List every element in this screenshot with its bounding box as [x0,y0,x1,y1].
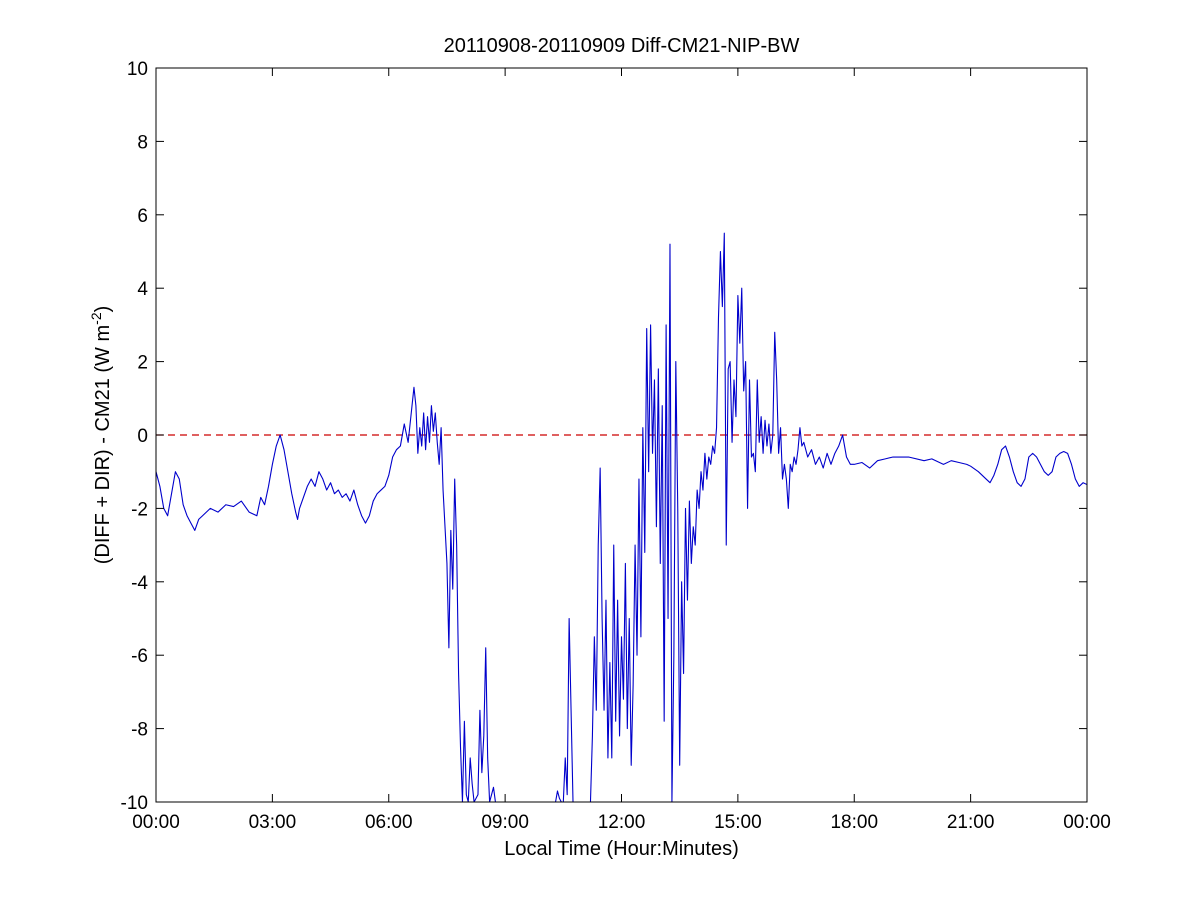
y-axis-label-superscript: -2 [88,312,104,325]
y-tick-label: 10 [127,59,148,80]
x-tick-label: 18:00 [830,812,878,833]
y-axis-label-main: (DIFF + DIR) - CM21 (W m [92,325,114,564]
y-tick-label: -8 [131,720,148,741]
chart-title: 20110908-20110909 Diff-CM21-NIP-BW [444,35,800,57]
y-tick-label: -2 [131,499,148,520]
x-tick-label: 00:00 [1063,812,1111,833]
x-tick-label: 12:00 [598,812,646,833]
x-tick-label: 15:00 [714,812,762,833]
y-tick-label: -10 [121,793,148,814]
x-tick-label: 00:00 [132,812,180,833]
x-tick-label: 21:00 [947,812,995,833]
x-tick-label: 06:00 [365,812,413,833]
series-line-0 [156,232,1087,802]
y-axis-label: (DIFF + DIR) - CM21 (W m-2) [88,306,114,565]
x-axis-label: Local Time (Hour:Minutes) [504,838,739,860]
plot-area [156,68,1087,802]
y-tick-label: 2 [137,353,148,374]
y-tick-label: 4 [137,279,148,300]
x-tick-label: 09:00 [481,812,529,833]
y-tick-label: -4 [131,573,148,594]
y-tick-label: -6 [131,646,148,667]
series-layer [156,232,1087,802]
y-tick-label: 8 [137,132,148,153]
y-tick-label: 0 [137,426,148,447]
x-axis-ticks: 00:00 03:00 06:00 09:00 12:00 15:00 18:00 21:00… [132,68,1111,833]
y-tick-label: 6 [137,206,148,227]
y-axis-ticks: -10 -8 -6 -4 -2 0 2 4 6 8 10 [121,59,1087,814]
y-axis-label-suffix: ) [92,306,114,313]
x-tick-label: 03:00 [249,812,297,833]
